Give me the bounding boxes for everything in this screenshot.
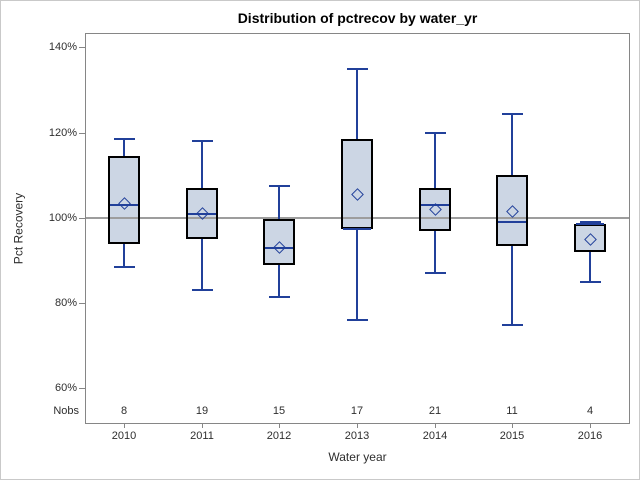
whisker-cap-lower	[347, 319, 368, 321]
x-axis-tick-label: 2014	[422, 430, 448, 442]
chart-title: Distribution of pctrecov by water_yr	[237, 10, 478, 26]
x-axis-tick	[590, 423, 591, 428]
nobs-value: 17	[350, 405, 364, 417]
x-axis-tick-label: 2015	[499, 430, 525, 442]
whisker-cap-lower	[269, 296, 290, 298]
y-axis-tick-label: 120%	[48, 127, 77, 139]
x-axis-tick-label: 2012	[266, 430, 292, 442]
box-border	[186, 188, 218, 239]
whisker-cap-upper	[347, 68, 368, 70]
box-border	[496, 175, 528, 246]
x-axis-tick	[357, 423, 358, 428]
y-axis-tick	[79, 218, 85, 219]
y-axis-tick-label: 80%	[54, 297, 77, 309]
whisker-cap-upper	[269, 185, 290, 187]
box-border	[419, 188, 451, 231]
whisker-cap-upper	[425, 132, 446, 134]
y-axis-tick-label: 100%	[48, 212, 77, 224]
median-line	[110, 204, 138, 206]
whisker-upper	[123, 139, 125, 156]
box	[341, 139, 373, 229]
median-line	[421, 204, 449, 206]
whisker-upper	[201, 141, 203, 188]
nobs-value: 8	[120, 405, 128, 417]
y-axis-tick	[79, 47, 85, 48]
nobs-value: 21	[428, 405, 442, 417]
y-axis-title: Pct Recovery	[11, 192, 26, 265]
nobs-value: 19	[195, 405, 209, 417]
whisker-cap-upper	[580, 221, 601, 223]
x-axis-tick-label: 2013	[344, 430, 370, 442]
nobs-value: 11	[506, 405, 518, 417]
whisker-cap-upper	[502, 113, 523, 115]
x-axis-tick	[512, 423, 513, 428]
whisker-cap-lower	[192, 289, 213, 291]
box-border	[574, 224, 606, 252]
whisker-cap-lower	[580, 281, 601, 283]
box	[108, 156, 140, 244]
whisker-lower	[511, 246, 513, 325]
reference-line	[86, 217, 629, 219]
x-axis-tick	[435, 423, 436, 428]
nobs-value: 4	[586, 405, 594, 417]
y-axis-tick-label: 60%	[54, 382, 77, 394]
box-border	[341, 139, 373, 229]
whisker-lower	[434, 231, 436, 273]
whisker-cap-upper	[192, 140, 213, 142]
whisker-upper	[511, 114, 513, 175]
plot-top-border	[85, 33, 630, 34]
whisker-lower	[589, 252, 591, 282]
median-line	[343, 228, 371, 230]
nobs-row-label: Nobs	[53, 405, 79, 417]
x-axis-tick	[279, 423, 280, 428]
whisker-lower	[356, 229, 358, 320]
box	[496, 175, 528, 246]
box	[263, 219, 295, 265]
whisker-upper	[434, 133, 436, 188]
plot-right-border	[629, 33, 630, 424]
whisker-lower	[201, 239, 203, 290]
box-border	[263, 219, 295, 265]
whisker-cap-upper	[114, 138, 135, 140]
median-line	[498, 221, 526, 223]
box	[574, 224, 606, 252]
x-axis-tick-label: 2011	[190, 430, 214, 442]
y-axis-tick	[79, 303, 85, 304]
y-axis-tick	[79, 133, 85, 134]
x-axis-tick-label: 2010	[111, 430, 137, 442]
whisker-upper	[356, 69, 358, 139]
nobs-value: 15	[272, 405, 286, 417]
y-axis-tick-label: 140%	[48, 41, 77, 53]
y-axis-line	[85, 33, 86, 424]
median-line	[188, 213, 216, 215]
box	[419, 188, 451, 231]
whisker-cap-lower	[502, 324, 523, 326]
median-line	[576, 223, 604, 225]
box-border	[108, 156, 140, 244]
x-axis-title: Water year	[328, 450, 387, 464]
median-line	[265, 247, 293, 249]
whisker-upper	[278, 186, 280, 219]
whisker-lower	[123, 244, 125, 267]
whisker-cap-lower	[425, 272, 446, 274]
y-axis-tick	[79, 388, 85, 389]
x-axis-tick	[202, 423, 203, 428]
x-axis-tick	[124, 423, 125, 428]
whisker-cap-lower	[114, 266, 135, 268]
x-axis-tick-label: 2016	[577, 430, 603, 442]
whisker-lower	[278, 265, 280, 297]
